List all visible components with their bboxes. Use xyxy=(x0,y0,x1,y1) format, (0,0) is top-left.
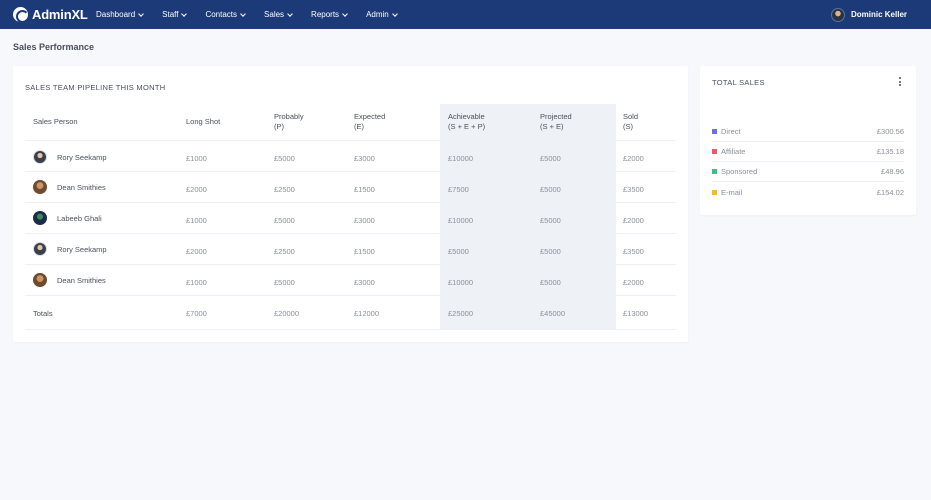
avatar xyxy=(33,273,47,287)
expected-value: £1500 xyxy=(354,185,375,194)
probably-value: £5000 xyxy=(274,154,295,163)
brand[interactable]: AdminXL xyxy=(13,7,96,23)
avatar xyxy=(33,211,47,225)
col-expected[interactable]: Expected (E) xyxy=(354,112,386,131)
person-cell: Labeeb Ghali xyxy=(33,211,102,225)
total-probably: £20000 xyxy=(274,309,300,318)
nav-item-contacts[interactable]: Contacts xyxy=(205,10,246,19)
user-avatar xyxy=(830,7,845,22)
user-menu[interactable]: Dominic Keller xyxy=(830,0,907,29)
sold-value: £3500 xyxy=(623,185,644,194)
projected-value: £5000 xyxy=(540,185,561,194)
swatch-affiliate xyxy=(712,149,717,154)
nav-item-staff[interactable]: Staff xyxy=(162,10,188,19)
achievable-value: £10000 xyxy=(448,216,474,225)
long-shot-value: £2000 xyxy=(186,185,207,194)
nav-menu: Dashboard Staff Contacts Sales Reports A… xyxy=(96,0,398,29)
expected-value: £3000 xyxy=(354,154,375,163)
projected-value: £5000 xyxy=(540,278,561,287)
achievable-value: £10000 xyxy=(448,154,474,163)
total-long-shot: £7000 xyxy=(186,309,207,318)
achievable-value: £7500 xyxy=(448,185,469,194)
total-sold: £13000 xyxy=(623,309,649,318)
probably-value: £2500 xyxy=(274,185,295,194)
totals-row: Totals £7000 £20000 £12000 £25000 £45000… xyxy=(25,296,676,330)
legend-item-direct: Direct £300.56 xyxy=(712,122,904,142)
expected-value: £3000 xyxy=(354,278,375,287)
probably-value: £5000 xyxy=(274,216,295,225)
col-probably[interactable]: Probably (P) xyxy=(274,112,304,131)
probably-value: £5000 xyxy=(274,278,295,287)
col-long-shot[interactable]: Long Shot xyxy=(186,117,221,126)
table-row[interactable]: Rory Seekamp £1000 £5000 £3000 £10000 £5… xyxy=(25,141,676,172)
achievable-value: £5000 xyxy=(448,247,469,256)
nav-item-admin[interactable]: Admin xyxy=(366,10,398,19)
long-shot-value: £1000 xyxy=(186,278,207,287)
table-row[interactable]: Dean Smithies £1000 £5000 £3000 £10000 £… xyxy=(25,265,676,296)
col-projected[interactable]: Projected (S + E) xyxy=(540,112,572,131)
total-sales-card: TOTAL SALES Direct £300.56 Affiliate £13… xyxy=(700,66,916,215)
table-row[interactable]: Labeeb Ghali £1000 £5000 £3000 £10000 £5… xyxy=(25,203,676,234)
table-row[interactable]: Dean Smithies £2000 £2500 £1500 £7500 £5… xyxy=(25,172,676,203)
chevron-down-icon xyxy=(391,10,398,17)
more-options-icon[interactable] xyxy=(898,77,902,87)
total-projected: £45000 xyxy=(540,309,566,318)
brand-name: AdminXL xyxy=(32,7,88,22)
totals-label: Totals xyxy=(33,309,53,318)
achievable-value: £10000 xyxy=(448,278,474,287)
chevron-down-icon xyxy=(342,10,348,17)
table-header: Sales Person Long Shot Probably (P) Expec… xyxy=(25,104,676,141)
table-row[interactable]: Rory Seekamp £2000 £2500 £1500 £5000 £50… xyxy=(25,234,676,265)
total-sales-title: TOTAL SALES xyxy=(712,78,765,87)
chevron-down-icon xyxy=(138,10,144,17)
page-title: Sales Performance xyxy=(13,42,95,52)
projected-value: £5000 xyxy=(540,154,561,163)
avatar xyxy=(33,180,47,194)
person-cell: Rory Seekamp xyxy=(33,242,107,256)
person-cell: Dean Smithies xyxy=(33,180,106,194)
highlight-column xyxy=(440,104,616,330)
nav-item-sales[interactable]: Sales xyxy=(264,10,293,19)
probably-value: £2500 xyxy=(274,247,295,256)
sold-value: £2000 xyxy=(623,154,644,163)
sold-value: £3500 xyxy=(623,247,644,256)
swatch-direct xyxy=(712,129,717,134)
expected-value: £1500 xyxy=(354,247,375,256)
logo-icon xyxy=(13,7,29,23)
chevron-down-icon xyxy=(287,10,293,17)
col-sales-person[interactable]: Sales Person xyxy=(33,117,78,126)
long-shot-value: £1000 xyxy=(186,216,207,225)
swatch-sponsored xyxy=(712,169,717,174)
avatar xyxy=(33,150,47,164)
sold-value: £2000 xyxy=(623,278,644,287)
avatar xyxy=(33,242,47,256)
nav-item-reports[interactable]: Reports xyxy=(311,10,348,19)
total-achievable: £25000 xyxy=(448,309,474,318)
expected-value: £3000 xyxy=(354,216,375,225)
total-expected: £12000 xyxy=(354,309,380,318)
projected-value: £5000 xyxy=(540,247,561,256)
nav-item-dashboard[interactable]: Dashboard xyxy=(96,10,144,19)
long-shot-value: £1000 xyxy=(186,154,207,163)
pipeline-card: SALES TEAM PIPELINE THIS MONTH Sales Per… xyxy=(13,66,688,342)
legend-item-email: E-mail £154.02 xyxy=(712,182,904,202)
chevron-down-icon xyxy=(181,10,188,17)
chevron-down-icon xyxy=(240,10,246,17)
person-cell: Rory Seekamp xyxy=(33,150,107,164)
legend-item-sponsored: Sponsored £48.96 xyxy=(712,162,904,182)
sales-legend: Direct £300.56 Affiliate £135.18 Sponsor… xyxy=(712,122,904,202)
person-cell: Dean Smithies xyxy=(33,273,106,287)
top-navbar: AdminXL Dashboard Staff Contacts Sales R… xyxy=(0,0,931,29)
legend-item-affiliate: Affiliate £135.18 xyxy=(712,142,904,162)
projected-value: £5000 xyxy=(540,216,561,225)
pipeline-title: SALES TEAM PIPELINE THIS MONTH xyxy=(25,83,166,92)
col-achievable[interactable]: Achievable (S + E + P) xyxy=(448,112,486,131)
long-shot-value: £2000 xyxy=(186,247,207,256)
user-name: Dominic Keller xyxy=(850,10,907,19)
sold-value: £2000 xyxy=(623,216,644,225)
col-sold[interactable]: Sold (S) xyxy=(623,112,639,131)
swatch-email xyxy=(712,189,717,195)
